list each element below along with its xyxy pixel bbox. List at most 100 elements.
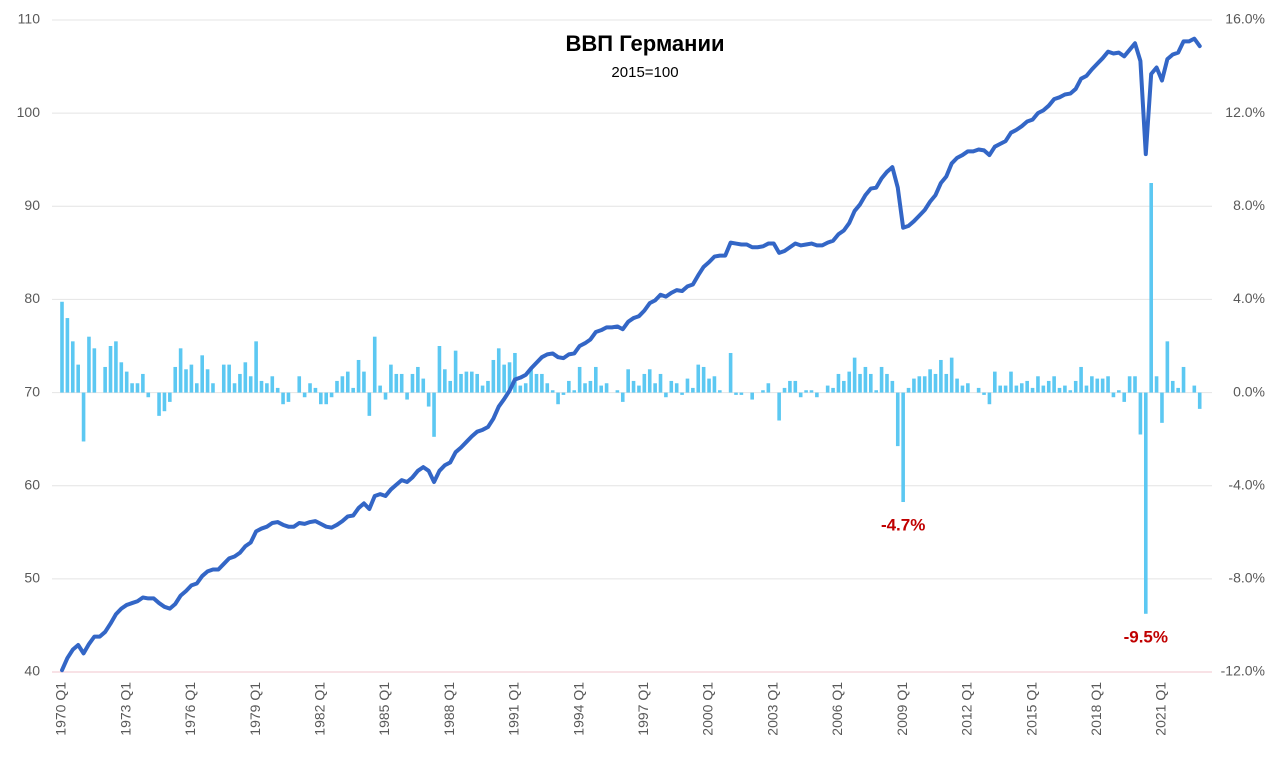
bar bbox=[141, 373, 145, 393]
bar bbox=[982, 392, 986, 395]
bar bbox=[1084, 385, 1089, 393]
bar bbox=[1149, 183, 1153, 393]
x-tick-label: 2015 Q1 bbox=[1023, 682, 1039, 736]
bar bbox=[92, 348, 97, 393]
bar bbox=[825, 385, 830, 393]
bar bbox=[858, 373, 862, 393]
bar bbox=[362, 371, 366, 393]
bar bbox=[119, 362, 124, 393]
bar bbox=[680, 392, 684, 395]
bar bbox=[976, 387, 981, 393]
bar bbox=[259, 380, 264, 393]
x-tick-label: 2006 Q1 bbox=[829, 682, 845, 736]
bar bbox=[405, 392, 409, 400]
bar bbox=[831, 387, 835, 393]
bar bbox=[869, 373, 873, 393]
bar bbox=[604, 383, 609, 393]
bar bbox=[874, 390, 878, 393]
bar bbox=[664, 392, 668, 398]
x-tick-label: 1988 Q1 bbox=[441, 682, 457, 736]
line bbox=[60, 36, 1202, 673]
bar bbox=[275, 387, 280, 393]
bar bbox=[685, 378, 690, 393]
bar bbox=[189, 364, 194, 393]
y2-tick-label: 12.0% bbox=[1225, 104, 1265, 120]
x-tick-label: 1997 Q1 bbox=[635, 682, 651, 736]
bar bbox=[561, 392, 566, 395]
bar bbox=[1106, 376, 1110, 393]
bar bbox=[842, 380, 846, 393]
bar bbox=[1197, 392, 1202, 409]
bar bbox=[567, 380, 571, 393]
bar bbox=[928, 369, 932, 393]
bar bbox=[647, 369, 652, 393]
bar bbox=[70, 341, 75, 393]
y-tick-label: 110 bbox=[18, 11, 41, 27]
bar bbox=[1009, 371, 1013, 393]
bar bbox=[863, 366, 868, 393]
bar bbox=[1117, 390, 1121, 393]
bar bbox=[248, 376, 253, 393]
x-tick-label: 1973 Q1 bbox=[117, 682, 133, 736]
bar bbox=[739, 392, 744, 395]
bar bbox=[286, 392, 291, 402]
bar bbox=[469, 371, 474, 393]
bar bbox=[459, 373, 463, 393]
bar bbox=[103, 366, 107, 393]
bar bbox=[324, 392, 329, 405]
bar bbox=[486, 380, 490, 393]
x-tick-label: 2018 Q1 bbox=[1088, 682, 1104, 736]
x-tick-label: 1970 Q1 bbox=[53, 682, 69, 736]
bar bbox=[416, 366, 420, 393]
bar bbox=[507, 362, 512, 393]
x-tick-label: 1985 Q1 bbox=[376, 682, 392, 736]
bar bbox=[1154, 376, 1159, 393]
bar bbox=[356, 359, 361, 393]
y-tick-label: 70 bbox=[24, 383, 40, 399]
bar bbox=[1063, 385, 1067, 393]
bar bbox=[1079, 366, 1083, 393]
bar bbox=[146, 392, 151, 398]
y2-tick-label: -4.0% bbox=[1228, 476, 1265, 492]
y2-tick-label: 8.0% bbox=[1233, 197, 1265, 213]
bar bbox=[696, 364, 701, 393]
bar bbox=[804, 390, 808, 393]
bar bbox=[577, 366, 582, 393]
bar bbox=[1073, 380, 1078, 393]
bar bbox=[238, 373, 242, 393]
bar bbox=[572, 390, 577, 393]
bar bbox=[399, 373, 404, 393]
bar bbox=[712, 376, 717, 393]
bar bbox=[124, 371, 129, 393]
bar bbox=[847, 371, 852, 393]
bar bbox=[1170, 380, 1175, 393]
bar bbox=[545, 383, 550, 393]
bar bbox=[534, 373, 539, 393]
bar bbox=[308, 383, 312, 393]
bar bbox=[793, 380, 798, 393]
bar bbox=[389, 364, 393, 393]
bar bbox=[432, 392, 436, 437]
bar bbox=[550, 390, 555, 393]
bar bbox=[195, 383, 199, 393]
bar bbox=[658, 373, 663, 393]
bar bbox=[480, 385, 485, 393]
x-tick-label: 2009 Q1 bbox=[894, 682, 910, 736]
bar bbox=[987, 392, 992, 405]
bar bbox=[297, 376, 302, 393]
x-tick-label: 1991 Q1 bbox=[506, 682, 522, 736]
bar bbox=[1052, 376, 1056, 393]
bar bbox=[60, 301, 64, 393]
bar bbox=[340, 376, 345, 393]
bar bbox=[345, 371, 350, 393]
bar bbox=[372, 336, 377, 393]
bar bbox=[453, 350, 458, 393]
bar bbox=[901, 392, 905, 503]
bar bbox=[529, 369, 533, 393]
bar bbox=[302, 392, 307, 398]
bar bbox=[933, 373, 938, 393]
bar bbox=[319, 392, 323, 405]
bar bbox=[1030, 387, 1035, 393]
